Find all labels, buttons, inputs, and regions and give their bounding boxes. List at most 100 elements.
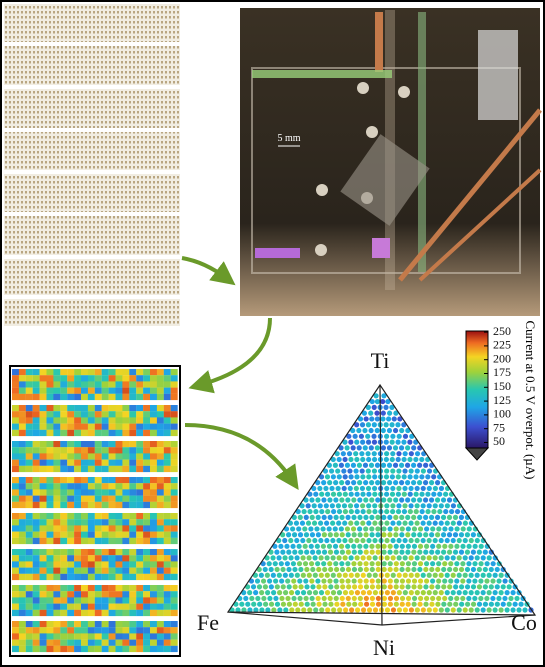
ternary-point — [438, 537, 444, 544]
ternary-point — [411, 497, 417, 503]
heatmap-cell — [115, 549, 123, 556]
ternary-point — [282, 537, 288, 544]
ternary-point — [317, 485, 323, 492]
ternary-point — [405, 543, 411, 549]
heatmap-cell — [25, 453, 33, 460]
ternary-point — [333, 561, 339, 567]
ternary-point — [458, 514, 465, 520]
heatmap-cell — [150, 621, 157, 628]
heatmap-cell — [81, 537, 88, 545]
ternary-point — [369, 480, 375, 486]
heatmap-cell — [25, 495, 33, 502]
ternary-point — [288, 555, 294, 561]
ternary-point — [320, 543, 327, 549]
ternary-point — [354, 537, 360, 544]
heatmap-cell — [163, 429, 171, 437]
ternary-point — [297, 532, 304, 538]
heatmap-cell — [53, 567, 61, 574]
heatmap-cell — [136, 513, 144, 520]
heatmap-cell — [53, 441, 61, 448]
heatmap-cell — [25, 513, 33, 520]
ternary-point — [395, 439, 401, 445]
ternary-point — [385, 398, 391, 405]
heatmap-cell — [129, 459, 137, 466]
ternary-point — [486, 607, 492, 613]
ternary-point — [429, 601, 435, 607]
ternary-point — [272, 561, 278, 567]
ternary-point — [341, 503, 348, 509]
ternary-point — [453, 601, 459, 607]
heatmap-cell — [108, 537, 116, 545]
ternary-point — [384, 503, 390, 509]
heatmap-cell — [163, 585, 171, 592]
ternary-point — [291, 595, 297, 602]
heatmap-cell — [74, 609, 82, 617]
ternary-point — [301, 508, 307, 515]
heatmap-cell — [136, 525, 144, 532]
ternary-point — [381, 532, 387, 538]
ternary-point — [271, 607, 277, 613]
ternary-point — [284, 543, 290, 549]
heatmap-cell — [143, 567, 151, 574]
ternary-point — [504, 590, 510, 596]
heatmap-cell — [60, 459, 68, 466]
ternary-point — [362, 445, 368, 451]
ternary-point — [482, 549, 488, 555]
ternary-point — [304, 566, 310, 573]
heatmap-cell — [12, 519, 19, 526]
heatmap-cell — [122, 381, 130, 388]
heatmap-cell — [136, 645, 144, 653]
heatmap-cell — [122, 405, 130, 412]
heatmap-cell — [60, 561, 68, 568]
heatmap-cell — [122, 447, 130, 454]
ternary-point — [290, 526, 296, 532]
ternary-point — [265, 607, 271, 613]
heatmap-cell — [74, 531, 82, 538]
ternary-point — [436, 543, 442, 549]
heatmap-cell — [60, 441, 68, 448]
heatmap-cell — [136, 441, 144, 448]
heatmap-cell — [81, 585, 88, 592]
ternary-point — [420, 537, 426, 544]
ternary-point — [396, 555, 402, 561]
heatmap-cell — [115, 393, 123, 401]
ternary-point — [452, 566, 459, 573]
ternary-point — [329, 503, 335, 509]
heatmap-cell — [32, 423, 40, 430]
ternary-point — [274, 566, 280, 573]
ternary-point — [371, 422, 377, 428]
ternary-point — [286, 584, 292, 590]
ternary-point — [396, 520, 402, 526]
heatmap-cell — [60, 621, 68, 628]
heatmap-cell — [46, 453, 54, 460]
heatmap-cell — [74, 405, 82, 412]
heatmap-cell — [115, 387, 123, 394]
heatmap-cell — [60, 483, 68, 490]
heatmap-cell — [81, 489, 88, 496]
ternary-point — [436, 595, 442, 602]
ternary-point — [250, 584, 257, 590]
ternary-point — [347, 468, 353, 474]
heatmap-cell — [87, 591, 95, 598]
heatmap-cell — [115, 597, 123, 604]
ternary-point — [340, 584, 346, 590]
heatmap-cell — [53, 393, 61, 401]
ternary-point — [441, 549, 447, 555]
ternary-point — [417, 526, 424, 532]
heatmap-cell — [32, 501, 40, 509]
ternary-point — [330, 474, 336, 480]
heatmap-cell — [32, 573, 40, 581]
ternary-point — [380, 427, 386, 434]
heatmap-cell — [129, 405, 137, 412]
heatmap-cell — [39, 537, 47, 545]
heatmap-cell — [163, 465, 171, 473]
heatmap-cell — [12, 549, 19, 556]
ternary-point — [442, 578, 448, 584]
heatmap-cell — [136, 423, 144, 430]
ternary-point — [426, 590, 432, 596]
ternary-point — [390, 433, 396, 439]
heatmap-cell — [87, 381, 95, 388]
ternary-point — [256, 584, 263, 590]
ternary-point — [315, 480, 321, 486]
heatmap-cell — [108, 501, 116, 509]
